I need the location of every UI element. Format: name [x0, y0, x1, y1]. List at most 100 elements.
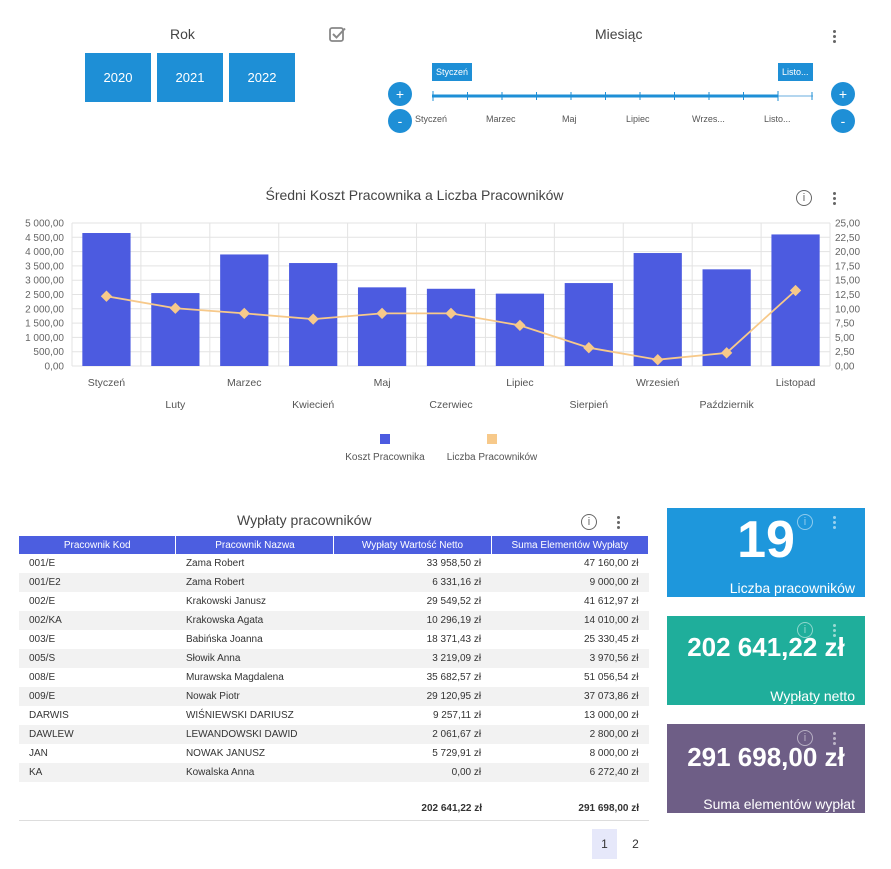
- table-cell: WIŚNIEWSKI DARIUSZ: [185, 710, 294, 721]
- month-end-plus-button[interactable]: +: [831, 82, 855, 106]
- year-button-2021[interactable]: 2021: [157, 53, 223, 102]
- table-row[interactable]: DAWLEW LEWANDOWSKI DAWID 2 061,67 zł 2 800,…: [19, 725, 649, 744]
- y-tick-right: 20,00: [835, 247, 860, 258]
- kpi-info-icon[interactable]: i: [797, 730, 813, 746]
- table-row[interactable]: 001/E Zama Robert 33 958,50 zł 47 160,00 zł: [19, 554, 649, 573]
- table-cell: 18 371,43 zł: [426, 634, 482, 645]
- legend-label-koszt[interactable]: Koszt Pracownika: [345, 452, 425, 463]
- y-tick-left: 1 500,00: [25, 319, 64, 330]
- y-tick-left: 2 500,00: [25, 290, 64, 301]
- bar-koszt[interactable]: [357, 287, 407, 366]
- y-tick-right: 10,00: [835, 304, 860, 315]
- bar-koszt[interactable]: [633, 253, 682, 366]
- table-cell: Nowak Piotr: [175, 687, 334, 706]
- month-end-handle[interactable]: Listo...: [778, 63, 813, 81]
- point-liczba[interactable]: [652, 354, 664, 366]
- month-filter-title: Miesiąc: [595, 26, 643, 42]
- kpi-info-icon[interactable]: i: [797, 622, 813, 638]
- kpi-value: 202 641,22 zł: [687, 632, 845, 662]
- y-tick-left: 2 000,00: [25, 304, 64, 315]
- table-menu-icon[interactable]: [617, 516, 621, 531]
- table-cell: 29 120,95 zł: [333, 687, 492, 706]
- point-liczba[interactable]: [583, 342, 595, 354]
- month-tick-label: Marzec: [486, 114, 516, 124]
- table-cell: KA: [19, 763, 176, 782]
- year-button-2020[interactable]: 2020: [85, 53, 151, 102]
- x-tick-label: Lipiec: [506, 377, 533, 389]
- table-cell: 13 000,00 zł: [584, 710, 639, 721]
- column-header[interactable]: Suma Elementów Wypłaty: [491, 536, 650, 554]
- table-cell: 001/E2: [19, 573, 176, 592]
- bar-koszt[interactable]: [426, 288, 476, 366]
- legend-label-liczba[interactable]: Liczba Pracowników: [447, 452, 538, 463]
- x-tick-label: Kwiecień: [292, 399, 334, 411]
- table-row[interactable]: 002/E Krakowski Janusz 29 549,52 zł 41 612,…: [19, 592, 649, 611]
- kpi-menu-icon[interactable]: [833, 516, 837, 531]
- month-start-plus-button[interactable]: +: [388, 82, 412, 106]
- table-cell: 0,00 zł: [333, 763, 492, 782]
- column-header[interactable]: Pracownik Nazwa: [175, 536, 335, 554]
- month-end-minus-button[interactable]: -: [831, 109, 855, 133]
- column-header[interactable]: Pracownik Kod: [19, 536, 177, 554]
- table-row[interactable]: 008/E Murawska Magdalena 35 682,57 zł 51 05…: [19, 668, 649, 687]
- table-cell: 9 000,00 zł: [491, 573, 649, 592]
- table-cell: 9 257,11 zł: [432, 710, 482, 721]
- pagination-page-2[interactable]: 2: [632, 837, 639, 851]
- table-cell: 35 682,57 zł: [426, 672, 482, 683]
- month-start-minus-button[interactable]: -: [388, 109, 412, 133]
- x-tick-label: Luty: [165, 399, 186, 411]
- table-info-icon[interactable]: i: [581, 514, 597, 530]
- table-cell: 001/E: [29, 558, 56, 569]
- month-slider-track[interactable]: [432, 89, 814, 101]
- table-row[interactable]: 001/E2 Zama Robert 6 331,16 zł 9 000,00 zł: [19, 573, 649, 592]
- month-start-handle[interactable]: Styczeń: [432, 63, 473, 81]
- table-row[interactable]: 003/E Babińska Joanna 18 371,43 zł 25 330,4…: [19, 630, 649, 649]
- table-row[interactable]: 009/E Nowak Piotr 29 120,95 zł 37 073,86 zł: [19, 687, 649, 706]
- y-tick-left: 4 000,00: [25, 247, 64, 258]
- table-cell: LEWANDOWSKI DAWID: [175, 725, 334, 744]
- kpi-info-icon[interactable]: i: [797, 514, 813, 530]
- kpi-menu-icon[interactable]: [833, 732, 837, 747]
- total-netto: 202 641,22 zł: [421, 803, 482, 814]
- bar-koszt[interactable]: [564, 283, 613, 366]
- legend-swatch-liczba: [487, 434, 497, 444]
- table-row[interactable]: DARWIS WIŚNIEWSKI DARIUSZ 9 257,11 zł 13 00…: [19, 706, 649, 725]
- kpi-menu-icon[interactable]: [833, 624, 837, 639]
- table-cell: 6 272,40 zł: [491, 763, 649, 782]
- chart-menu-icon[interactable]: [833, 192, 837, 207]
- kpi-card-suma: i 291 698,00 zł Suma elementów wypłat: [667, 724, 865, 813]
- table-cell: JAN: [29, 748, 48, 759]
- y-tick-right: 22,50: [835, 233, 860, 244]
- table-row[interactable]: KA Kowalska Anna 0,00 zł 6 272,40 zł: [19, 763, 649, 782]
- table-cell: NOWAK JANUSZ: [185, 748, 266, 759]
- kpi-value: 19: [737, 511, 795, 569]
- table-cell: 2 800,00 zł: [491, 725, 649, 744]
- chart-info-icon[interactable]: i: [796, 190, 812, 206]
- table-row[interactable]: 005/S Słowik Anna 3 219,09 zł 3 970,56 zł: [19, 649, 649, 668]
- year-button-2022[interactable]: 2022: [229, 53, 295, 102]
- month-tick-label: Listo...: [764, 114, 791, 124]
- month-filter-menu-icon[interactable]: [833, 30, 837, 45]
- table-row[interactable]: 002/KA Krakowska Agata 10 296,19 zł 14 010,…: [19, 611, 649, 630]
- y-tick-right: 0,00: [835, 362, 855, 373]
- kpi-label: Suma elementów wypłat: [703, 796, 855, 812]
- month-tick-label: Styczeń: [415, 114, 448, 124]
- table-row[interactable]: JAN NOWAK JANUSZ 5 729,91 zł 8 000,00 zł: [19, 744, 649, 763]
- column-header[interactable]: Wypłaty Wartość Netto: [333, 536, 492, 554]
- point-liczba[interactable]: [720, 347, 733, 359]
- total-suma: 291 698,00 zł: [578, 803, 639, 814]
- bar-koszt[interactable]: [771, 234, 820, 366]
- table-cell: 47 160,00 zł: [584, 558, 639, 569]
- kpi-label: Liczba pracowników: [729, 580, 855, 596]
- table-cell: 6 331,16 zł: [333, 573, 492, 592]
- x-tick-label: Maj: [374, 377, 391, 389]
- checkbox-icon[interactable]: [329, 26, 346, 43]
- table-cell: Słowik Anna: [175, 649, 334, 668]
- legend-swatch-koszt: [380, 434, 390, 444]
- x-tick-label: Styczeń: [88, 377, 126, 389]
- table-cell: 008/E: [29, 672, 56, 683]
- pagination-page-1[interactable]: 1: [592, 829, 617, 859]
- table-cell: 003/E: [29, 634, 56, 645]
- table-cell: 14 010,00 zł: [491, 611, 649, 630]
- table-cell: 33 958,50 zł: [426, 558, 482, 569]
